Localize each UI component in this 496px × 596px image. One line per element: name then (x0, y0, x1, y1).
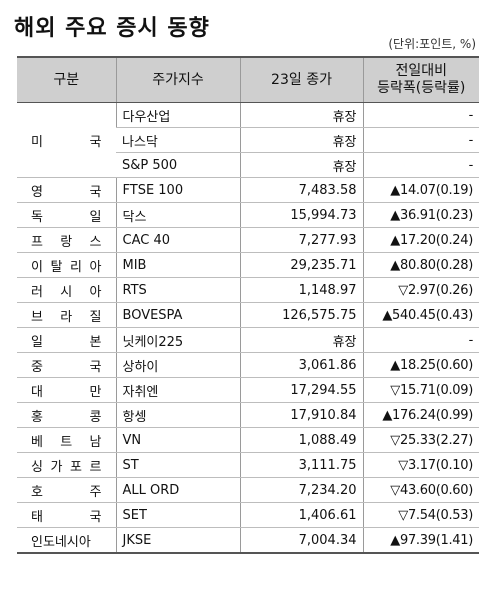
cell-index: RTS (115, 277, 240, 303)
table-row: 러 시 아 RTS 1,148.97 ▽2.97(0.26) (17, 277, 479, 303)
cell-region: 인도네시아 (17, 527, 116, 554)
table-row: 일 본 닛케이225 휴장 - (17, 327, 479, 353)
cell-region: 이 탈 리 아 (17, 252, 116, 278)
cell-index: ALL ORD (115, 477, 240, 503)
cell-change: ▲80.80(0.28) (362, 252, 479, 278)
cell-close: 17,910.84 (239, 402, 363, 428)
cell-index: 항셍 (115, 402, 240, 428)
cell-close: 7,234.20 (239, 477, 363, 503)
cell-region: 중 국 (17, 352, 116, 378)
cell-change: ▽7.54(0.53) (362, 502, 479, 528)
cell-change: ▲36.91(0.23) (362, 202, 479, 228)
table-row: 나스닥 휴장 - (17, 127, 479, 153)
cell-region: 러 시 아 (17, 277, 116, 303)
table-row: 호 주 ALL ORD 7,234.20 ▽43.60(0.60) (17, 477, 479, 503)
cell-index: 자취엔 (115, 377, 240, 403)
cell-close: 1,406.61 (239, 502, 363, 528)
cell-close: 7,483.58 (239, 177, 363, 203)
cell-close: 1,148.97 (239, 277, 363, 303)
table-row: 베 트 남 VN 1,088.49 ▽25.33(2.27) (17, 427, 479, 453)
cell-close: 15,994.73 (239, 202, 363, 228)
cell-close: 7,004.34 (239, 527, 363, 554)
cell-index: BOVESPA (115, 302, 240, 328)
cell-close: 7,277.93 (239, 227, 363, 253)
cell-change: ▽2.97(0.26) (362, 277, 479, 303)
cell-index: VN (115, 427, 240, 453)
header-change-line2: 등락폭(등락률) (377, 80, 466, 96)
unit-note: (단위:포인트, %) (388, 37, 476, 51)
cell-change: ▽3.17(0.10) (362, 452, 479, 478)
cell-close: 3,111.75 (239, 452, 363, 478)
cell-region: 영 국 (17, 177, 116, 203)
cell-close: 1,088.49 (239, 427, 363, 453)
table-row: 브 라 질 BOVESPA 126,575.75 ▲540.45(0.43) (17, 302, 479, 328)
cell-region: 대 만 (17, 377, 116, 403)
header-change-line1: 전일대비 (395, 63, 448, 79)
table-row: 프 랑 스 CAC 40 7,277.93 ▲17.20(0.24) (17, 227, 479, 253)
cell-close: 휴장 (239, 152, 363, 178)
header-change: 전일대비 등락폭(등락률) (362, 56, 479, 103)
header-region: 구분 (17, 56, 116, 103)
cell-close: 휴장 (239, 127, 363, 153)
table-header-row: 구분 주가지수 23일 종가 전일대비 등락폭(등락률) (17, 56, 479, 103)
table-body: 미 국 다우산업 휴장 - 나스닥 휴장 - S&P 500 휴장 - 영 국 FTSE 100 7,4… (17, 102, 479, 554)
cell-change: ▲14.07(0.19) (362, 177, 479, 203)
table-row: 인도네시아 JKSE 7,004.34 ▲97.39(1.41) (17, 527, 479, 554)
cell-change: ▽25.33(2.27) (362, 427, 479, 453)
table-row: 홍 콩 항셍 17,910.84 ▲176.24(0.99) (17, 402, 479, 428)
cell-close: 휴장 (239, 102, 363, 128)
cell-index: CAC 40 (115, 227, 240, 253)
cell-index: MIB (115, 252, 240, 278)
cell-change: - (362, 327, 479, 353)
cell-region: 싱 가 포 르 (17, 452, 116, 478)
cell-close: 3,061.86 (239, 352, 363, 378)
table-row: 미 국 다우산업 휴장 - (17, 102, 479, 178)
cell-index: SET (115, 502, 240, 528)
cell-change: ▲18.25(0.60) (362, 352, 479, 378)
table-row: 싱 가 포 르 ST 3,111.75 ▽3.17(0.10) (17, 452, 479, 478)
cell-region: 태 국 (17, 502, 116, 528)
cell-region: 미 국 (17, 102, 116, 178)
cell-region: 브 라 질 (17, 302, 116, 328)
table-row: 태 국 SET 1,406.61 ▽7.54(0.53) (17, 502, 479, 528)
cell-region: 일 본 (17, 327, 116, 353)
table-row: 대 만 자취엔 17,294.55 ▽15.71(0.09) (17, 377, 479, 403)
cell-close: 126,575.75 (239, 302, 363, 328)
table-row: 독 일 닥스 15,994.73 ▲36.91(0.23) (17, 202, 479, 228)
cell-index: 다우산업 (115, 102, 240, 128)
cell-index: JKSE (115, 527, 240, 554)
cell-close: 휴장 (239, 327, 363, 353)
cell-region: 독 일 (17, 202, 116, 228)
header-close: 23일 종가 (239, 56, 363, 103)
cell-change: ▲17.20(0.24) (362, 227, 479, 253)
table-row: S&P 500 휴장 - (17, 152, 479, 178)
cell-close: 17,294.55 (239, 377, 363, 403)
cell-index: 나스닥 (116, 127, 240, 153)
cell-change: - (362, 152, 479, 178)
cell-change: - (362, 102, 479, 128)
stock-index-table: 구분 주가지수 23일 종가 전일대비 등락폭(등락률) 미 국 다우산업 휴장 - 나… (17, 56, 479, 554)
cell-index: S&P 500 (116, 152, 240, 178)
cell-region: 프 랑 스 (17, 227, 116, 253)
header-index: 주가지수 (115, 56, 240, 103)
cell-change: ▲97.39(1.41) (362, 527, 479, 554)
cell-change: ▽43.60(0.60) (362, 477, 479, 503)
cell-index: 닥스 (115, 202, 240, 228)
table-row: 영 국 FTSE 100 7,483.58 ▲14.07(0.19) (17, 177, 479, 203)
cell-region: 홍 콩 (17, 402, 116, 428)
cell-close: 29,235.71 (239, 252, 363, 278)
cell-change: ▲176.24(0.99) (362, 402, 479, 428)
cell-index: 상하이 (115, 352, 240, 378)
table-row: 중 국 상하이 3,061.86 ▲18.25(0.60) (17, 352, 479, 378)
cell-change: - (362, 127, 479, 153)
cell-index: ST (115, 452, 240, 478)
cell-region: 베 트 남 (17, 427, 116, 453)
page-title: 해외 주요 증시 동향 (14, 16, 210, 41)
cell-change: ▽15.71(0.09) (362, 377, 479, 403)
cell-index: FTSE 100 (115, 177, 240, 203)
cell-index: 닛케이225 (115, 327, 240, 353)
cell-region: 호 주 (17, 477, 116, 503)
table-row: 이 탈 리 아 MIB 29,235.71 ▲80.80(0.28) (17, 252, 479, 278)
cell-change: ▲540.45(0.43) (362, 302, 479, 328)
